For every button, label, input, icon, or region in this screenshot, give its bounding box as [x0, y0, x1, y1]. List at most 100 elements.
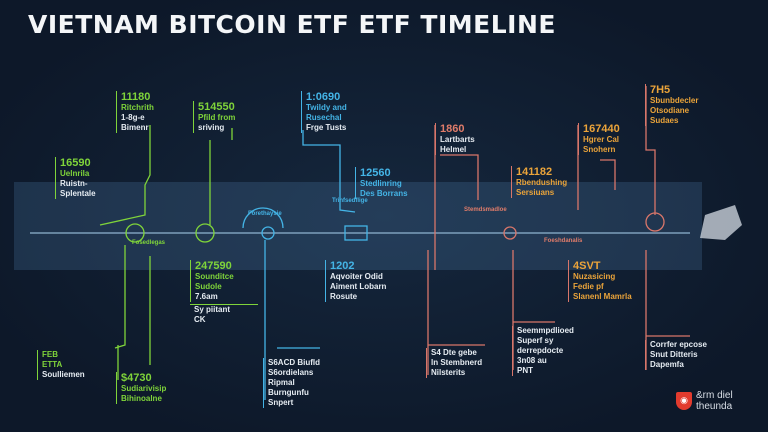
page-title: VIETNAM BITCOIN ETF ETF TIMELINE: [28, 10, 556, 39]
event-text: Rbendushing: [516, 178, 568, 187]
timeline-label: Trinfsedflige: [332, 198, 368, 204]
connector: [427, 250, 485, 375]
connector: [99, 125, 151, 226]
timeline-label: Foeshdanalis: [544, 238, 583, 244]
connector: [512, 250, 555, 370]
connector: [209, 128, 233, 225]
event-text: Sudole: [195, 282, 222, 291]
event-block: Seemmpdlioed Superf sy derrepdocte 3n08 …: [512, 326, 574, 376]
event-text: Helmel: [440, 145, 467, 154]
event-number: 4SVT: [573, 260, 601, 272]
event-text: Aiment Lobarn: [330, 282, 387, 291]
event-block: Corrfer epcose Snut Ditteris Dapemfa: [645, 340, 707, 370]
event-block: 11180 Ritchrith 1-8g-e Bimenr: [116, 91, 154, 133]
event-block: 167440 Hgrer Cal Snohern: [578, 123, 620, 155]
event-text: Slanenl Mamrla: [573, 292, 632, 301]
event-text: Snohern: [583, 145, 616, 154]
logo: ◉ &rm diel theunda: [676, 390, 733, 412]
event-text: Twildy and: [306, 103, 347, 112]
event-text: Fedie pf: [573, 282, 604, 291]
event-number: 16590: [60, 157, 91, 169]
event-block: $4730 Sudiarivisip Bihinoalne: [116, 372, 166, 404]
event-text: CK: [194, 315, 206, 324]
event-text: Sounditce: [195, 272, 234, 281]
event-block: 1202 Aqvoiter Odid Aiment Lobarn Rosute: [325, 260, 386, 302]
event-text: Snpert: [268, 398, 294, 407]
event-text: Sy piitant: [194, 305, 231, 314]
milestone-node: [261, 226, 275, 240]
event-text: Ritchrith: [121, 103, 154, 112]
event-number: 1:0690: [306, 91, 341, 103]
event-number: FEB: [42, 350, 58, 359]
event-block: 1860 Lartbarts Helmel: [435, 123, 475, 155]
event-text: Sbunbdecler: [650, 96, 699, 105]
event-text: Snut Ditteris: [650, 350, 698, 359]
connector: [117, 256, 151, 380]
event-text: Frge Tusts: [306, 123, 347, 132]
event-number: 247590: [195, 260, 232, 272]
connector: [264, 240, 320, 400]
logo-text: &rm diel: [696, 390, 733, 401]
event-number: 167440: [583, 123, 620, 135]
event-block: 1:0690 Twildy and Rusechal Frge Tusts: [301, 91, 347, 133]
event-block: 4SVT Nuzasicing Fedie pf Slanenl Mamrla: [568, 260, 632, 302]
event-text: Hgrer Cal: [583, 135, 620, 144]
event-number: 7H5: [650, 84, 671, 96]
event-block: 141182 Rbendushing Sersiuans: [511, 166, 567, 198]
event-text: Pfild from: [198, 113, 236, 122]
milestone-node: [125, 223, 145, 243]
event-text: Soulliemen: [42, 370, 85, 379]
shield-icon: ◉: [676, 392, 692, 410]
event-number: 12560: [360, 167, 391, 179]
timeline-label: Stemdsmadloe: [464, 207, 507, 213]
event-text: S4 Dte gebe: [431, 348, 477, 357]
event-number: 514550: [198, 101, 235, 113]
event-text: Sudaes: [650, 116, 679, 125]
milestone-node: [503, 226, 517, 240]
event-text: 7.6am: [195, 292, 218, 301]
event-text: Nilsterits: [431, 368, 466, 377]
event-text: 1-8g-e: [121, 113, 145, 122]
event-number: $4730: [121, 372, 152, 384]
event-block: S6ACD Biufld S6ordielans Ripmal Burngunf…: [263, 358, 320, 408]
event-text: Otsodiane: [650, 106, 690, 115]
event-text: Seemmpdlioed: [517, 326, 574, 335]
event-text: Ruistn-: [60, 179, 88, 188]
event-text: Sudiarivisip: [121, 384, 167, 393]
milestone-arc: [242, 207, 284, 229]
event-text: Corrfer epcose: [650, 340, 707, 349]
event-block: FEB ETTA Soulliemen: [37, 350, 85, 380]
event-text: Burngunfu: [268, 388, 309, 397]
event-number: 1860: [440, 123, 465, 135]
event-text: Bihinoalne: [121, 394, 162, 403]
event-text: S6ACD Biufld: [268, 358, 320, 367]
event-text: Bimenr: [121, 123, 149, 132]
bird-icon: [700, 205, 742, 240]
event-text: Splentale: [60, 189, 96, 198]
milestone-node: [645, 212, 665, 232]
event-block: S4 Dte gebe ln Stembnerd Nilsterits: [426, 348, 482, 378]
event-text: Uelnrila: [60, 169, 90, 178]
milestone-node: [344, 225, 368, 241]
milestone-node: [195, 223, 215, 243]
connector: [114, 245, 126, 349]
connector: [645, 250, 690, 370]
event-number: 11180: [121, 91, 151, 103]
event-text: Stedlinring: [360, 179, 402, 188]
event-text: Ripmal: [268, 378, 295, 387]
event-number: 141182: [516, 166, 553, 178]
event-text: Rosute: [330, 292, 358, 301]
event-text: sriving: [198, 123, 225, 132]
event-block: 514550 Pfild from sriving: [193, 101, 235, 133]
event-note: Sy piitant CK: [190, 304, 258, 325]
event-text: ETTA: [42, 360, 63, 369]
event-text: Superf sy: [517, 336, 554, 345]
event-block: 247590 Sounditce Sudole 7.6am: [190, 260, 234, 302]
event-text: Rusechal: [306, 113, 342, 122]
event-block: 7H5 Sbunbdecler Otsodiane Sudaes: [645, 84, 698, 126]
timeline-label: Forethaysie: [248, 211, 282, 217]
event-text: PNT: [517, 366, 533, 375]
event-text: derrepdocte: [517, 346, 564, 355]
